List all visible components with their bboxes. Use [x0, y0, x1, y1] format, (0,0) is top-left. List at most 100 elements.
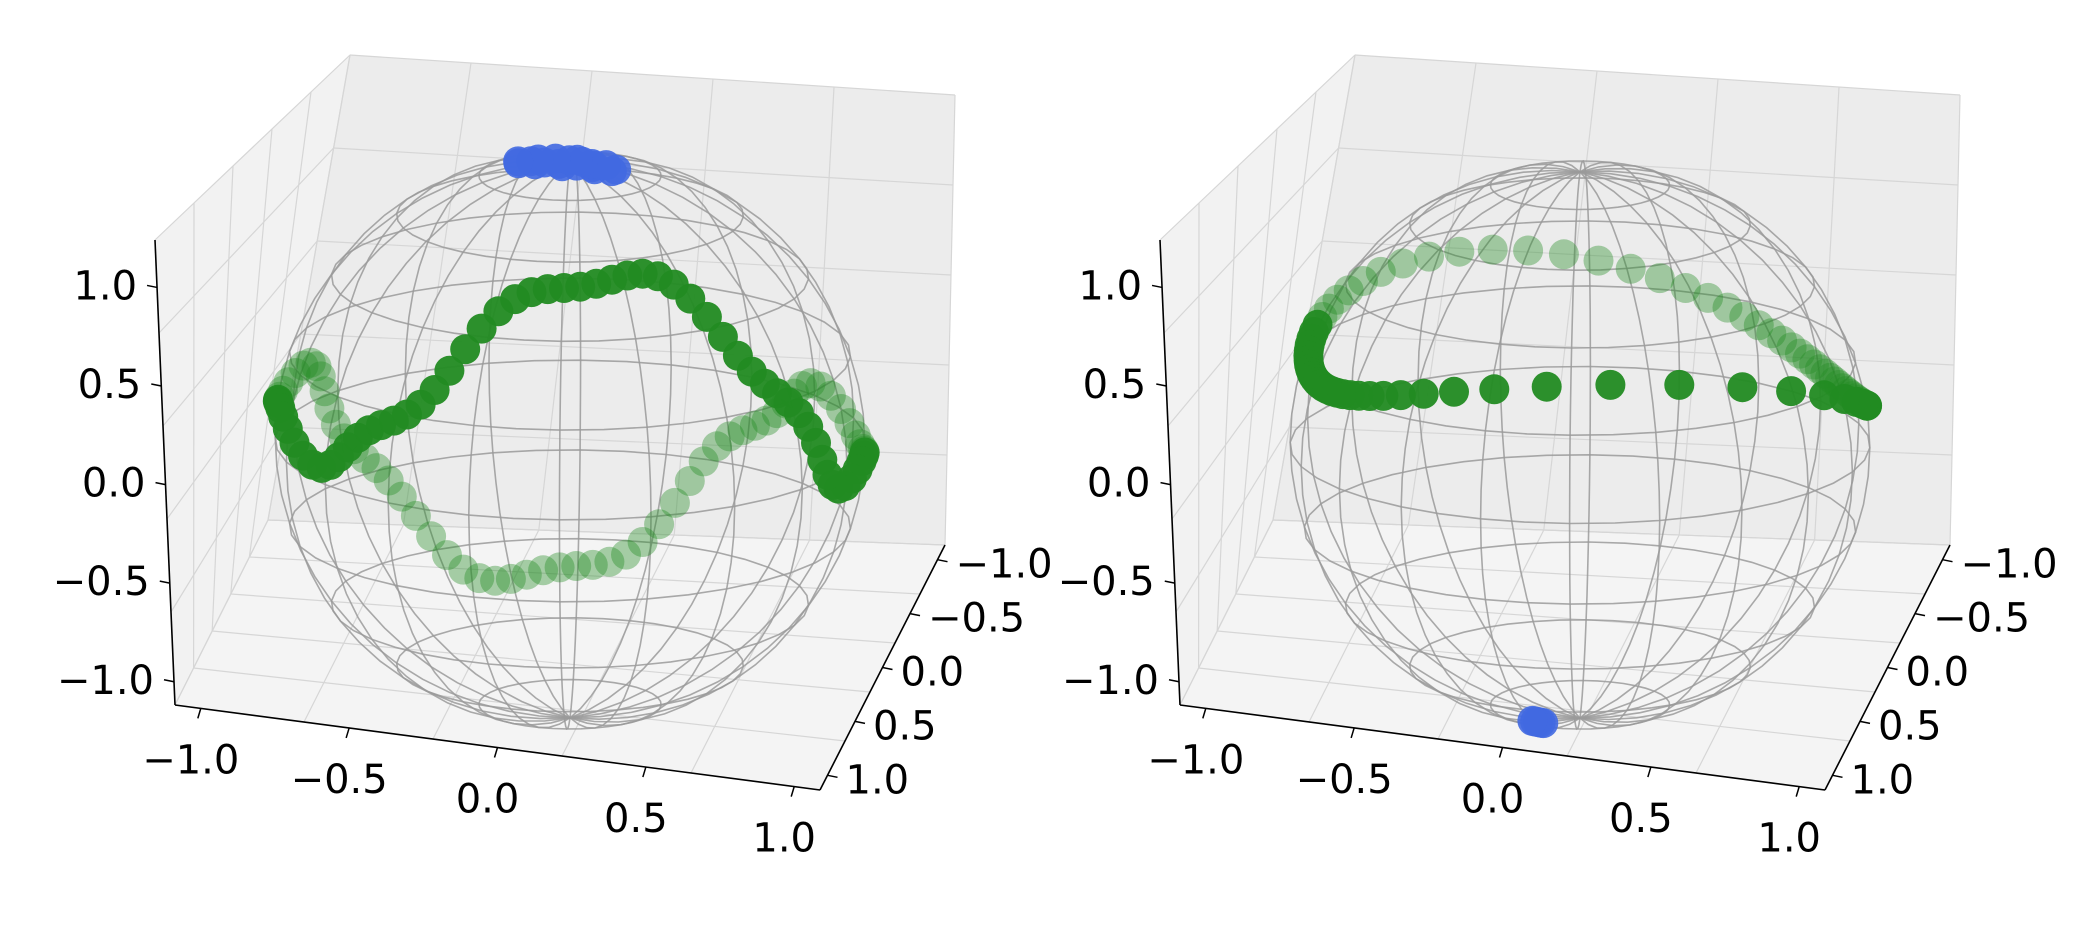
ring-point — [1670, 273, 1701, 303]
ring-point — [416, 521, 447, 552]
z-tick-label: 0.0 — [1087, 461, 1151, 507]
x-tick-label: −0.5 — [291, 757, 388, 803]
ring-point — [1385, 380, 1416, 411]
ring-point — [448, 554, 479, 585]
sphere-meridian — [1306, 169, 1581, 719]
z-tick-label: 0.5 — [78, 362, 142, 408]
ring-point — [701, 431, 732, 462]
ring-point — [320, 409, 351, 440]
ring-point — [1548, 239, 1579, 270]
pane-back-wall — [268, 55, 955, 545]
y-tick — [854, 720, 866, 725]
grid-line — [1354, 54, 1961, 96]
ring-point — [511, 559, 542, 590]
panel-left-3d-scatter: −1.0 −0.5 0.0 0.5 1.0 −1.0 −0.5 0.0 0.5 1.0 −1.0 −0… — [53, 54, 1053, 862]
y-tick-label: −1.0 — [956, 542, 1053, 588]
ring-point — [1712, 292, 1743, 323]
x-tick-label: −1.0 — [1147, 737, 1244, 783]
ring-point — [1729, 301, 1760, 332]
ring-point — [1408, 378, 1439, 409]
sphere-meridian — [1400, 171, 1581, 726]
z-tick — [155, 481, 166, 486]
panel-right-3d-scatter: −1.0 −0.5 0.0 0.5 1.0 −1.0 −0.5 0.0 0.5 1.0 −1.0 −0… — [1058, 54, 2058, 862]
ring-point — [707, 321, 738, 352]
ring-point — [1809, 380, 1840, 411]
ring-point — [314, 393, 345, 424]
y-tick-label: −0.5 — [928, 596, 1025, 642]
ring-point — [1348, 266, 1378, 296]
grid-line — [1175, 426, 1290, 613]
ring-point — [1799, 349, 1829, 380]
ring-point — [1414, 241, 1444, 272]
ring-point — [464, 563, 495, 594]
ring-point — [373, 465, 404, 496]
sphere-meridian — [569, 160, 855, 719]
ring-point — [295, 347, 326, 378]
y-tick — [909, 612, 921, 617]
z-tick-label: 0.0 — [82, 461, 146, 507]
pane-back-wall — [1273, 55, 1960, 545]
ring-point — [688, 446, 719, 477]
x-tick-label: 1.0 — [1757, 816, 1821, 862]
ring-point — [1727, 372, 1758, 403]
ring-point — [1785, 338, 1815, 369]
grid-line — [1949, 94, 1961, 546]
x-tick-label: −0.5 — [1296, 757, 1393, 803]
z-tick — [1164, 580, 1175, 584]
y-tick-label: 1.0 — [846, 757, 910, 803]
grid-line — [1216, 165, 1239, 632]
ring-point — [432, 540, 462, 571]
ring-point — [826, 394, 856, 424]
ring-point — [1693, 282, 1724, 313]
ring-point — [1444, 236, 1475, 267]
grid-line — [230, 128, 273, 595]
x-tick — [493, 747, 499, 758]
ring-point — [466, 313, 497, 344]
z-tick — [1156, 383, 1167, 387]
y-tick — [1887, 666, 1898, 671]
sphere-meridian — [324, 161, 571, 722]
sphere-meridian — [285, 161, 571, 720]
grid-line — [174, 519, 269, 706]
sphere-meridian — [1499, 161, 1581, 719]
ring-point — [280, 358, 311, 388]
ring-point — [386, 481, 417, 512]
ring-point — [1776, 376, 1807, 407]
grid-line — [158, 147, 335, 334]
y-tick — [882, 666, 893, 671]
z-tick — [146, 284, 158, 289]
grid-line — [166, 333, 302, 520]
sphere-meridian — [1338, 171, 1581, 723]
ring-point — [644, 509, 675, 540]
pole-point — [503, 146, 534, 177]
grid-line — [1167, 240, 1323, 427]
ring-point — [528, 555, 559, 586]
x-tick-label: 1.0 — [752, 816, 816, 862]
ring-point — [434, 355, 465, 386]
x-tick — [1350, 727, 1355, 739]
x-tick — [197, 708, 202, 719]
ring-point — [834, 408, 865, 439]
grid-line — [267, 519, 946, 546]
grid-line — [1253, 91, 1317, 558]
x-tick-label: 0.0 — [1461, 777, 1525, 823]
z-tick-label: −0.5 — [1058, 559, 1155, 605]
x-tick-label: 0.5 — [604, 796, 668, 842]
sphere-meridian — [404, 153, 571, 719]
x-tick — [1795, 786, 1800, 797]
grid-line — [1163, 147, 1340, 334]
z-tick — [151, 383, 162, 387]
x-tick-label: −1.0 — [142, 737, 239, 783]
z-axis-line — [1159, 239, 1181, 706]
grid-line — [249, 556, 921, 595]
sphere-meridian — [274, 161, 571, 719]
ring-point — [815, 380, 846, 411]
ring-point — [1615, 253, 1646, 284]
x-tick-label: 0.5 — [1609, 796, 1673, 842]
ring-point — [739, 410, 770, 441]
ring-point — [1664, 369, 1695, 400]
pole-point — [1517, 705, 1548, 736]
grid-line — [211, 165, 234, 632]
ring-point — [627, 527, 658, 557]
sphere-meridian — [1289, 171, 1581, 719]
